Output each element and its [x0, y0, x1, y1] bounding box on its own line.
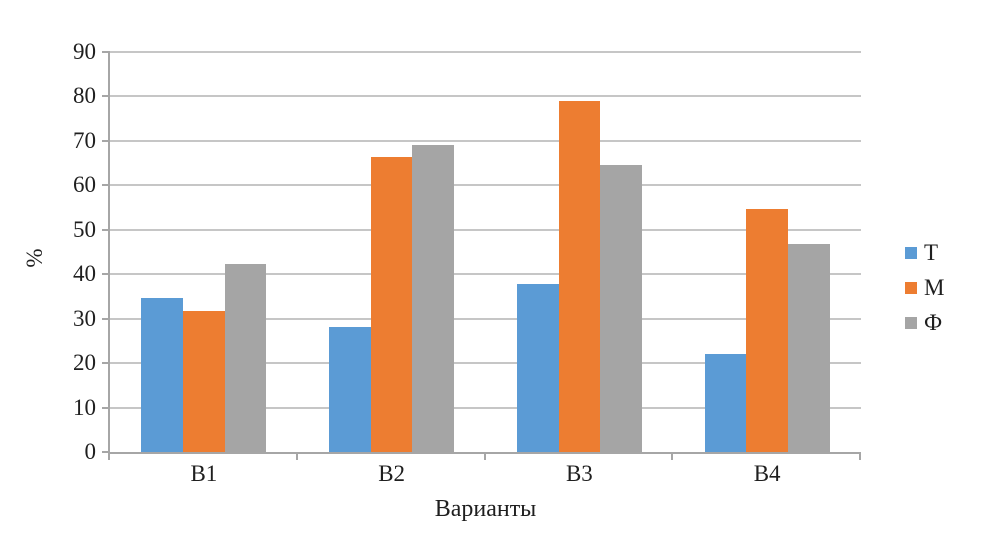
- bar-f-cat-3: [600, 165, 642, 452]
- gridline: [110, 140, 861, 142]
- x-tick-mark: [484, 452, 486, 460]
- y-tick-label: 90: [73, 39, 96, 64]
- gridline: [110, 51, 861, 53]
- bar-f-cat-2: [412, 145, 454, 452]
- x-category-label: В4: [753, 461, 781, 486]
- gridline: [110, 273, 861, 275]
- y-tick-mark: [102, 229, 110, 231]
- y-tick-label: 50: [73, 217, 96, 242]
- y-tick-mark: [102, 407, 110, 409]
- legend-swatch-icon: [905, 246, 917, 259]
- bar-f-cat-4: [788, 244, 830, 452]
- bar-f-cat-1: [225, 264, 266, 452]
- gridline: [110, 229, 861, 231]
- y-tick-label: 20: [73, 350, 96, 375]
- gridline: [110, 95, 861, 97]
- x-tick-mark: [859, 452, 861, 460]
- legend-swatch-icon: [905, 316, 917, 329]
- y-tick-label: 10: [73, 395, 96, 420]
- y-tick-label: 70: [73, 128, 96, 153]
- bar-m-cat-2: [371, 157, 412, 452]
- y-tick-mark: [102, 318, 110, 320]
- bar-m-cat-1: [183, 311, 225, 452]
- x-tick-mark: [671, 452, 673, 460]
- legend-label: М: [924, 275, 945, 300]
- y-tick-label: 30: [73, 306, 96, 331]
- x-axis-title: Варианты: [434, 496, 537, 522]
- legend-item: Т: [905, 240, 944, 265]
- x-category-label: В3: [565, 461, 593, 486]
- bar-m-cat-4: [746, 209, 788, 452]
- gridline: [110, 407, 861, 409]
- gridline: [110, 184, 861, 186]
- x-tick-mark: [296, 452, 298, 460]
- bar-t-cat-4: [705, 354, 746, 452]
- x-category-label: В1: [190, 461, 218, 486]
- y-tick-label: 60: [73, 172, 96, 197]
- x-tick-mark: [108, 452, 110, 460]
- legend-swatch-icon: [905, 281, 917, 294]
- x-category-label: В2: [378, 461, 406, 486]
- y-tick-mark: [102, 362, 110, 364]
- y-tick-label: 80: [73, 83, 96, 108]
- bar-t-cat-1: [141, 298, 183, 452]
- y-tick-mark: [102, 451, 110, 453]
- gridline: [110, 318, 861, 320]
- y-tick-label: 0: [84, 439, 97, 464]
- bar-t-cat-2: [329, 327, 371, 452]
- y-tick-label: 40: [73, 261, 96, 286]
- y-tick-mark: [102, 51, 110, 53]
- legend-label: Т: [924, 240, 939, 265]
- y-tick-mark: [102, 140, 110, 142]
- gridline: [110, 362, 861, 364]
- legend-item: М: [905, 275, 944, 300]
- y-tick-mark: [102, 184, 110, 186]
- bar-m-cat-3: [559, 101, 600, 452]
- y-tick-mark: [102, 273, 110, 275]
- legend-item: Ф: [905, 310, 944, 335]
- legend-label: Ф: [924, 310, 943, 335]
- bar-t-cat-3: [517, 284, 559, 452]
- y-axis-line: [108, 52, 110, 454]
- y-tick-mark: [102, 95, 110, 97]
